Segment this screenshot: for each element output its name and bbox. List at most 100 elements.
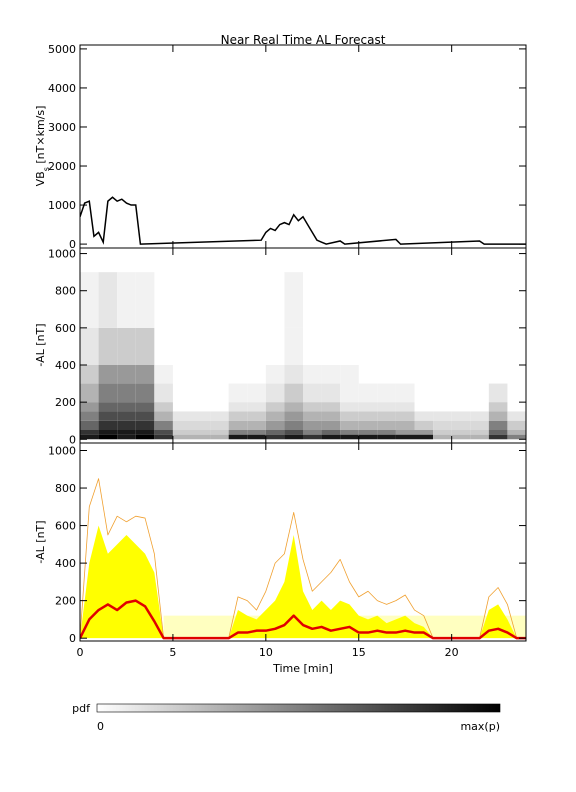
heatmap-cell [265,402,285,412]
heatmap-cell [172,430,192,435]
heatmap-cell [135,327,155,365]
heatmap-cell [377,430,396,435]
y-tick-label: 0 [69,238,76,251]
heatmap-cell [507,420,526,430]
colorbar-label: pdf [72,702,91,715]
heatmap-cell [98,430,118,435]
heatmap-cell [340,430,359,435]
heatmap-cell [80,411,99,421]
heatmap-cell [488,411,508,421]
heatmap-cell [488,430,508,435]
heatmap-cell [117,365,136,384]
y-label-sub: s [42,167,51,171]
heatmap-cell [135,402,155,412]
heatmap-cell [470,434,489,440]
heatmap-cell [340,402,359,412]
heatmap-cell [284,434,303,440]
heatmap-cell [470,430,489,435]
heatmap-cell [117,420,136,430]
heatmap-cell [228,411,248,421]
heatmap-cell [98,272,118,328]
heatmap-cell [284,383,303,403]
heatmap-cell [358,383,378,403]
y-tick-label: 600 [55,322,76,335]
heatmap-cell [377,420,396,430]
y-tick-label: 1000 [48,248,76,261]
heatmap-cell [451,430,471,435]
y-axis-label: -AL [nT] [34,520,47,563]
heatmap-cell [228,434,248,440]
plot-area [80,272,526,440]
heatmap-cell [358,411,378,421]
heatmap-cell [117,383,136,403]
y-label-rest: [nT×km/s] [34,106,47,168]
heatmap-cell [228,402,248,412]
heatmap-cell [488,402,508,412]
y-axis-label: VBs [nT×km/s] [34,106,51,187]
heatmap-cell [414,420,434,430]
heatmap-cell [377,434,396,440]
heatmap-cell [191,430,211,435]
y-tick-label: 800 [55,285,76,298]
heatmap-cell [154,402,173,412]
heatmap-cell [98,402,118,412]
heatmap-cell [191,420,211,430]
heatmap-cell [488,420,508,430]
heatmap-cell [303,430,322,435]
y-label-main: VB [34,171,47,186]
y-tick-label: 800 [55,482,76,495]
heatmap-cell [507,411,526,421]
heatmap-cell [117,411,136,421]
heatmap-cell [247,434,266,440]
heatmap-cell [247,411,266,421]
heatmap-cell [117,272,136,328]
heatmap-cell [358,434,378,440]
y-tick-label: 1000 [48,199,76,212]
heatmap-cell [470,411,489,421]
y-axis-label: -AL [nT] [34,323,47,366]
x-tick-label: 15 [352,646,366,659]
heatmap-cell [284,365,303,384]
heatmap-cell [340,365,359,384]
heatmap-cell [191,434,211,440]
y-tick-label: 200 [55,595,76,608]
x-tick-label: 0 [77,646,84,659]
heatmap-cell [414,430,434,435]
heatmap-cell [303,383,322,403]
heatmap-cell [303,434,322,440]
heatmap-cell [303,411,322,421]
heatmap-cell [247,383,266,403]
y-tick-label: 4000 [48,82,76,95]
y-tick-label: 2000 [48,160,76,173]
heatmap-cell [80,430,99,435]
heatmap-cell [507,430,526,435]
heatmap-cell [321,383,341,403]
heatmap-cell [395,434,415,440]
heatmap-cell [284,327,303,365]
heatmap-cell [228,383,248,403]
heatmap-cell [358,430,378,435]
heatmap-cell [265,434,285,440]
heatmap-cell [284,420,303,430]
heatmap-cell [395,430,415,435]
x-tick-label: 5 [169,646,176,659]
heatmap-cell [135,420,155,430]
heatmap-cell [303,402,322,412]
heatmap-cell [80,420,99,430]
heatmap-cell [303,420,322,430]
y-tick-label: 400 [55,557,76,570]
heatmap-cell [191,411,211,421]
heatmap-cell [265,411,285,421]
heatmap-cell [98,434,118,440]
y-tick-label: 1000 [48,445,76,458]
heatmap-cell [358,402,378,412]
heatmap-cell [321,430,341,435]
heatmap-cell [172,420,192,430]
heatmap-cell [303,365,322,384]
colorbar [96,703,501,713]
heatmap-cell [135,430,155,435]
heatmap-cell [340,434,359,440]
heatmap-cell [340,411,359,421]
heatmap-cell [98,383,118,403]
heatmap-cell [117,430,136,435]
